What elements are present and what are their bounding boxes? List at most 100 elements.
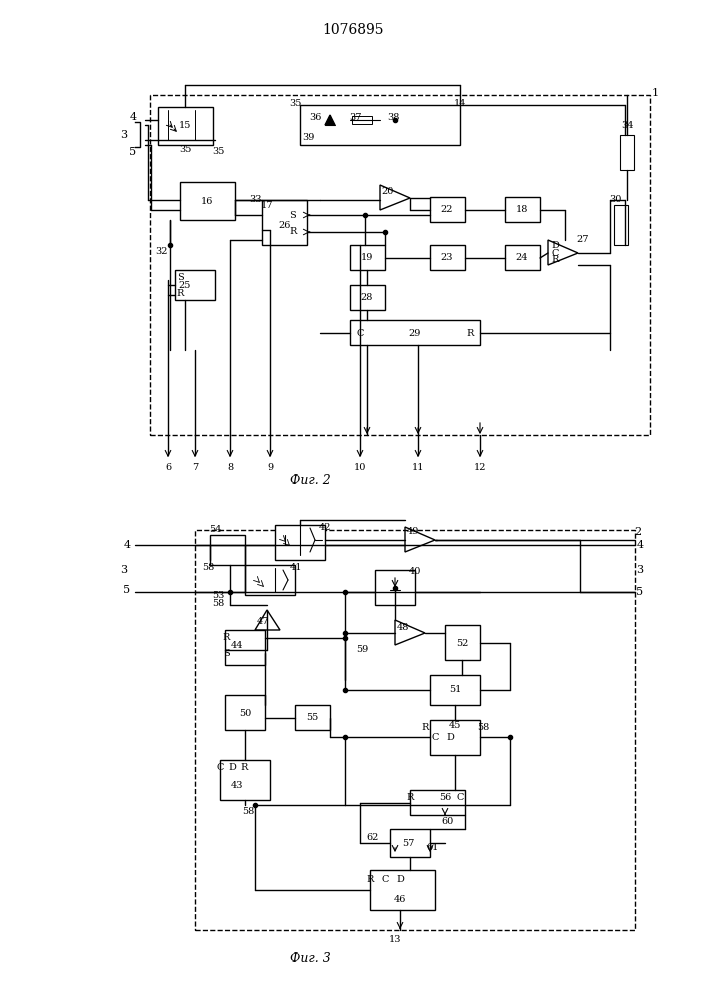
- Text: 38: 38: [387, 113, 399, 122]
- Text: S: S: [223, 648, 229, 658]
- Bar: [352, 116, 372, 124]
- Text: 44: 44: [230, 641, 243, 650]
- Bar: [262, 200, 307, 245]
- Text: 22: 22: [440, 206, 453, 215]
- Bar: [225, 630, 265, 665]
- Text: C: C: [356, 328, 363, 338]
- Text: 57: 57: [402, 838, 414, 848]
- Bar: [300, 105, 460, 145]
- Text: R: R: [240, 764, 247, 772]
- Text: R: R: [176, 288, 184, 298]
- Text: 52: 52: [456, 639, 468, 648]
- Bar: [350, 320, 480, 345]
- Text: 50: 50: [239, 708, 251, 718]
- Text: 32: 32: [156, 246, 168, 255]
- Text: 7: 7: [192, 464, 198, 473]
- Text: 62: 62: [367, 832, 379, 842]
- Bar: [430, 675, 480, 705]
- Text: 28: 28: [361, 294, 373, 302]
- Bar: [505, 197, 540, 222]
- Text: 35: 35: [289, 99, 301, 107]
- Text: 26: 26: [279, 221, 291, 230]
- Text: 53: 53: [212, 591, 224, 600]
- Text: 6: 6: [165, 464, 171, 473]
- Text: 41: 41: [290, 564, 303, 572]
- Text: 42: 42: [319, 522, 332, 532]
- Text: R: R: [467, 328, 474, 338]
- Bar: [430, 245, 465, 270]
- Text: 29: 29: [409, 328, 421, 338]
- Text: 40: 40: [409, 568, 421, 576]
- Text: 33: 33: [249, 196, 262, 205]
- Bar: [370, 870, 435, 910]
- Text: C: C: [381, 876, 389, 884]
- Bar: [210, 535, 245, 565]
- Text: C: C: [551, 248, 559, 257]
- Text: 55: 55: [306, 714, 318, 722]
- Text: 35: 35: [179, 145, 191, 154]
- Text: 58: 58: [242, 808, 254, 816]
- Text: R: R: [222, 634, 230, 643]
- Text: 36: 36: [309, 113, 321, 122]
- Bar: [430, 197, 465, 222]
- Text: 30: 30: [609, 196, 621, 205]
- Bar: [245, 565, 295, 595]
- Bar: [220, 760, 270, 800]
- Bar: [150, 95, 650, 435]
- Text: 11: 11: [411, 464, 424, 473]
- Text: 5: 5: [636, 587, 643, 597]
- Text: 46: 46: [394, 896, 407, 904]
- Text: 59: 59: [356, 646, 368, 654]
- Text: 9: 9: [267, 464, 273, 473]
- Text: R: R: [366, 876, 374, 884]
- Text: D: D: [551, 240, 559, 249]
- Bar: [195, 530, 635, 930]
- Text: 8: 8: [227, 464, 233, 473]
- Bar: [620, 135, 634, 170]
- Text: 1076895: 1076895: [322, 23, 384, 37]
- Text: 51: 51: [449, 686, 461, 694]
- Text: Фиг. 3: Фиг. 3: [290, 952, 330, 964]
- Text: 35: 35: [212, 147, 224, 156]
- Text: 4: 4: [636, 540, 643, 550]
- Bar: [225, 695, 265, 730]
- Text: 10: 10: [354, 464, 366, 473]
- Text: 14: 14: [454, 99, 466, 107]
- Text: 3: 3: [120, 130, 127, 140]
- Text: 49: 49: [407, 528, 419, 536]
- Text: 3: 3: [120, 565, 127, 575]
- Text: 43: 43: [230, 780, 243, 790]
- Text: 2: 2: [634, 527, 641, 537]
- Text: 17: 17: [261, 200, 273, 210]
- Text: R: R: [551, 255, 559, 264]
- Bar: [158, 107, 213, 145]
- Bar: [505, 245, 540, 270]
- Bar: [350, 245, 385, 270]
- Text: 27: 27: [577, 235, 589, 244]
- Text: S: S: [177, 273, 183, 282]
- Text: C: C: [456, 792, 464, 802]
- Text: R: R: [407, 792, 414, 802]
- Text: 45: 45: [449, 720, 461, 730]
- Text: 58: 58: [202, 564, 214, 572]
- Text: 58: 58: [477, 724, 489, 732]
- Text: 16: 16: [201, 196, 214, 206]
- Polygon shape: [325, 115, 335, 125]
- Text: 4: 4: [124, 540, 131, 550]
- Bar: [275, 525, 325, 560]
- Text: 12: 12: [474, 464, 486, 473]
- Bar: [614, 205, 628, 245]
- Text: R: R: [289, 228, 297, 236]
- Bar: [430, 720, 480, 755]
- Text: S: S: [290, 211, 296, 220]
- Bar: [350, 285, 385, 310]
- Text: 58: 58: [212, 598, 224, 607]
- Bar: [375, 570, 415, 605]
- Text: 15: 15: [179, 121, 191, 130]
- Text: 19: 19: [361, 253, 373, 262]
- Text: 56: 56: [439, 792, 451, 802]
- Text: 25: 25: [179, 280, 191, 290]
- Bar: [445, 625, 480, 660]
- Text: 37: 37: [349, 113, 361, 122]
- Text: 20: 20: [382, 188, 395, 196]
